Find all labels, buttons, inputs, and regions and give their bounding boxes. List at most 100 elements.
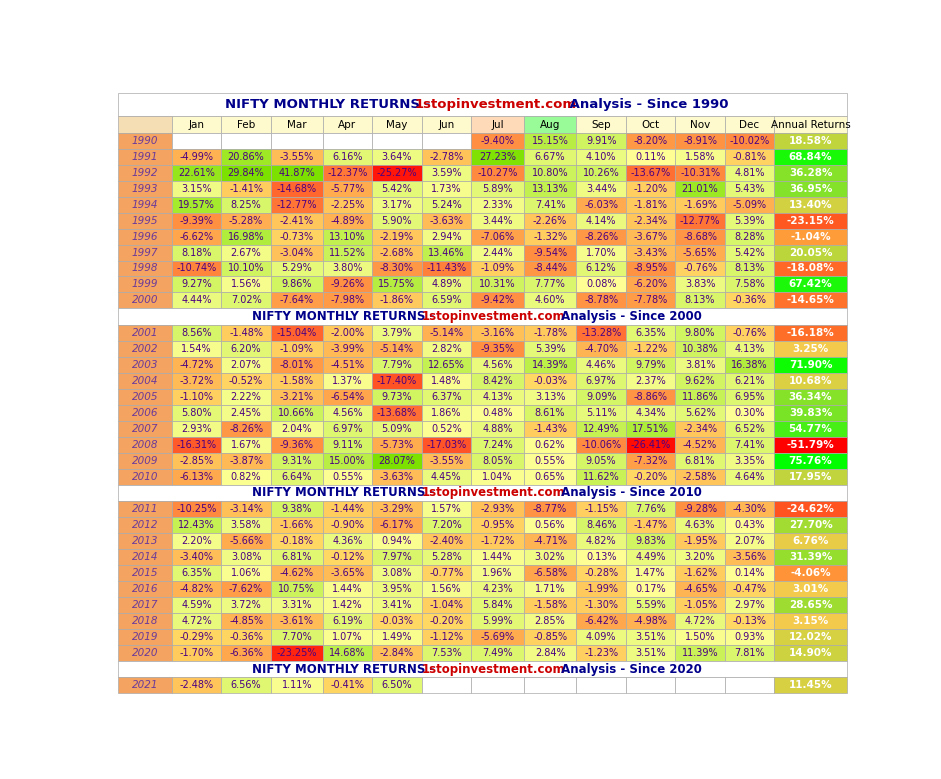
Text: 9.83%: 9.83% — [635, 536, 666, 546]
Text: -3.63%: -3.63% — [429, 216, 463, 226]
Text: -0.95%: -0.95% — [480, 520, 515, 530]
Text: 5.42%: 5.42% — [381, 184, 412, 194]
Text: 6.20%: 6.20% — [231, 344, 262, 354]
Bar — [471, 260, 524, 277]
Text: 0.93%: 0.93% — [734, 632, 765, 642]
Bar — [172, 389, 221, 405]
Bar — [774, 501, 847, 517]
Bar — [221, 468, 271, 485]
Bar — [676, 501, 725, 517]
Text: -1.99%: -1.99% — [584, 584, 618, 594]
Bar — [323, 116, 372, 133]
Text: 12.43%: 12.43% — [178, 520, 215, 530]
Text: 0.11%: 0.11% — [635, 152, 666, 162]
Text: -8.44%: -8.44% — [534, 263, 567, 273]
Bar — [118, 581, 172, 597]
Bar — [471, 501, 524, 517]
Text: -3.72%: -3.72% — [180, 375, 214, 386]
Text: 1.47%: 1.47% — [635, 568, 666, 578]
Bar — [626, 421, 676, 437]
Text: -7.64%: -7.64% — [279, 295, 313, 305]
Bar — [524, 613, 577, 629]
Text: 2008: 2008 — [132, 439, 158, 449]
Text: 3.15%: 3.15% — [182, 184, 212, 194]
Text: -8.01%: -8.01% — [279, 360, 313, 370]
Text: -8.26%: -8.26% — [229, 424, 263, 434]
Bar — [471, 517, 524, 533]
Bar — [626, 581, 676, 597]
Text: 3.15%: 3.15% — [792, 615, 829, 626]
Bar — [271, 213, 323, 228]
Text: Sep: Sep — [591, 120, 611, 129]
Bar — [221, 501, 271, 517]
Text: 4.46%: 4.46% — [586, 360, 616, 370]
Bar — [323, 389, 372, 405]
Bar — [271, 389, 323, 405]
Bar — [471, 565, 524, 581]
Text: -4.52%: -4.52% — [683, 439, 717, 449]
Bar — [626, 197, 676, 213]
Text: 6.97%: 6.97% — [332, 424, 362, 434]
Text: -7.98%: -7.98% — [330, 295, 364, 305]
Bar — [524, 468, 577, 485]
Bar — [118, 133, 172, 149]
Bar — [626, 277, 676, 292]
Text: -4.06%: -4.06% — [790, 568, 831, 578]
Text: 2.93%: 2.93% — [182, 424, 212, 434]
Text: 10.26%: 10.26% — [582, 167, 619, 178]
Text: 1.44%: 1.44% — [482, 552, 513, 562]
Bar — [221, 581, 271, 597]
Text: -9.28%: -9.28% — [683, 504, 717, 514]
Bar — [774, 341, 847, 357]
Bar — [271, 405, 323, 421]
Text: 2005: 2005 — [132, 392, 158, 402]
Text: 8.28%: 8.28% — [734, 231, 765, 241]
Text: Jan: Jan — [188, 120, 204, 129]
Bar — [221, 228, 271, 245]
Text: -3.63%: -3.63% — [380, 471, 414, 481]
Bar — [118, 678, 172, 693]
Bar — [372, 197, 422, 213]
Bar — [774, 260, 847, 277]
Bar — [725, 133, 774, 149]
Text: -1.58%: -1.58% — [533, 600, 567, 610]
Text: 27.70%: 27.70% — [789, 520, 833, 530]
Bar — [323, 533, 372, 549]
Bar — [774, 116, 847, 133]
Text: -5.09%: -5.09% — [732, 199, 767, 210]
Bar — [774, 181, 847, 197]
Text: 20.05%: 20.05% — [789, 248, 833, 258]
Bar — [471, 357, 524, 373]
Bar — [725, 181, 774, 197]
Bar — [422, 228, 471, 245]
Bar — [676, 437, 725, 453]
Text: -1.30%: -1.30% — [584, 600, 618, 610]
Text: 1996: 1996 — [132, 231, 158, 241]
Bar — [372, 629, 422, 645]
Text: 22.61%: 22.61% — [178, 167, 215, 178]
Text: 5.59%: 5.59% — [635, 600, 666, 610]
Bar — [172, 133, 221, 149]
Text: 8.18%: 8.18% — [182, 248, 212, 258]
Bar — [372, 533, 422, 549]
Bar — [471, 165, 524, 181]
Bar — [422, 357, 471, 373]
Bar — [577, 181, 626, 197]
Bar — [524, 501, 577, 517]
Bar — [577, 357, 626, 373]
Text: -1.43%: -1.43% — [534, 424, 567, 434]
Bar — [323, 468, 372, 485]
Bar — [172, 421, 221, 437]
Bar — [577, 245, 626, 260]
Text: -1.58%: -1.58% — [279, 375, 313, 386]
Text: 3.13%: 3.13% — [534, 392, 566, 402]
Bar — [221, 613, 271, 629]
Bar — [471, 389, 524, 405]
Text: -5.14%: -5.14% — [380, 344, 414, 354]
Text: 1.37%: 1.37% — [332, 375, 362, 386]
Bar — [626, 228, 676, 245]
Bar — [626, 533, 676, 549]
Text: 2.20%: 2.20% — [182, 536, 212, 546]
Bar — [626, 292, 676, 308]
Text: -1.04%: -1.04% — [790, 231, 831, 241]
